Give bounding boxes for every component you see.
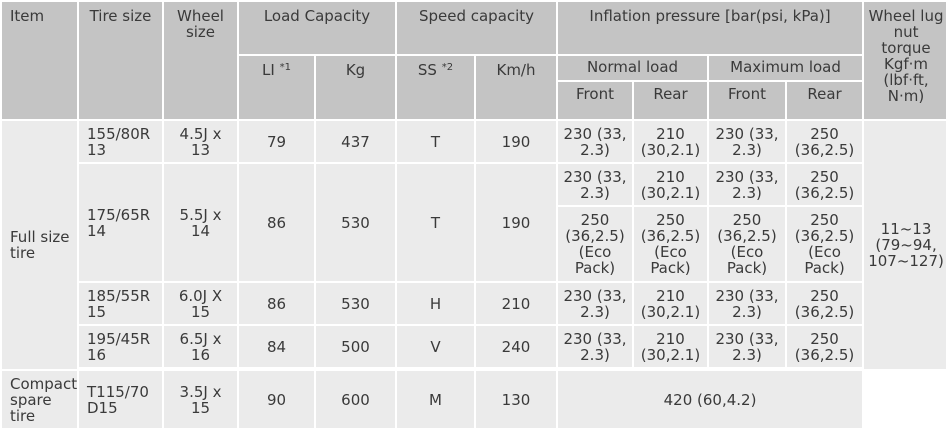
tire-size-cell: 175/65R 14 xyxy=(79,164,162,281)
table-row: 185/55R 15 6.0J X 15 86 530 H 210 230 (3… xyxy=(2,283,946,324)
normal-rear-cell: 210 (30,2.1) xyxy=(634,164,707,205)
normal-rear-cell: 210 (30,2.1) xyxy=(634,326,707,367)
table-row: 195/45R 16 6.5J x 16 84 500 V 240 230 (3… xyxy=(2,326,946,367)
tire-size-cell: 185/55R 15 xyxy=(79,283,162,324)
li-cell: 90 xyxy=(239,371,314,428)
ss-cell: T xyxy=(397,164,474,281)
header-maximum-load: Maximum load xyxy=(709,56,863,80)
wheel-size-cell: 5.5J x 14 xyxy=(164,164,237,281)
header-li: LI *1 xyxy=(239,56,314,119)
header-normal-front: Front xyxy=(558,82,632,119)
maximum-front-cell: 230 (33, 2.3) xyxy=(709,283,785,324)
header-kg: Kg xyxy=(316,56,395,119)
header-speed-capacity: Speed capacity xyxy=(397,2,556,54)
li-cell: 79 xyxy=(239,121,314,162)
normal-front-cell: 230 (33, 2.3) xyxy=(558,121,632,162)
kg-cell: 530 xyxy=(316,164,395,281)
header-ss-note: *2 xyxy=(441,62,454,73)
header-load-capacity: Load Capacity xyxy=(239,2,395,54)
maximum-front-cell: 230 (33, 2.3) xyxy=(709,121,785,162)
wheel-size-cell: 6.5J x 16 xyxy=(164,326,237,367)
header-li-label: LI xyxy=(262,61,275,79)
maximum-front-eco-cell: 250 (36,2.5) (Eco Pack) xyxy=(709,207,785,281)
header-maximum-front: Front xyxy=(709,82,785,119)
header-kmh: Km/h xyxy=(476,56,556,119)
normal-front-eco-cell: 250 (36,2.5) (Eco Pack) xyxy=(558,207,632,281)
kmh-cell: 190 xyxy=(476,121,556,162)
ss-cell: M xyxy=(397,371,474,428)
header-item: Item xyxy=(2,2,77,119)
maximum-rear-cell: 250 (36,2.5) xyxy=(787,326,863,367)
normal-front-cell: 230 (33, 2.3) xyxy=(558,164,632,205)
li-cell: 84 xyxy=(239,326,314,367)
header-ss-label: SS xyxy=(417,61,437,79)
table-row: Compact spare tire T115/70 D15 3.5J x 15… xyxy=(2,371,946,428)
header-li-note: *1 xyxy=(279,62,291,73)
tire-size-cell: T115/70 D15 xyxy=(79,371,162,428)
kmh-cell: 240 xyxy=(476,326,556,367)
kg-cell: 437 xyxy=(316,121,395,162)
ss-cell: T xyxy=(397,121,474,162)
kmh-cell: 130 xyxy=(476,371,556,428)
header-wheel-size: Wheel size xyxy=(164,2,237,119)
tire-size-cell: 195/45R 16 xyxy=(79,326,162,367)
table-row: 250 (36,2.5) (Eco Pack) 250 (36,2.5) (Ec… xyxy=(2,207,946,281)
lug-torque-cell: 11~13 (79~94, 107~127) xyxy=(864,121,946,369)
normal-front-cell: 230 (33, 2.3) xyxy=(558,326,632,367)
header-normal-rear: Rear xyxy=(634,82,707,119)
compact-pressure-cell: 420 (60,4.2) xyxy=(558,371,863,428)
normal-front-cell: 230 (33, 2.3) xyxy=(558,283,632,324)
maximum-front-cell: 230 (33, 2.3) xyxy=(709,164,785,205)
ss-cell: H xyxy=(397,283,474,324)
li-cell: 86 xyxy=(239,164,314,281)
table-row: 175/65R 14 5.5J x 14 86 530 T 190 230 (3… xyxy=(2,164,946,281)
maximum-rear-cell: 250 (36,2.5) xyxy=(787,164,863,205)
kg-cell: 600 xyxy=(316,371,395,428)
normal-rear-cell: 210 (30,2.1) xyxy=(634,121,707,162)
compact-spare-tire-label: Compact spare tire xyxy=(2,371,77,428)
header-wheel-lug-torque: Wheel lug nut torque Kgf·m (lbf·ft, N·m) xyxy=(864,2,946,119)
maximum-rear-eco-cell: 250 (36,2.5) (Eco Pack) xyxy=(787,207,863,281)
wheel-size-cell: 3.5J x 15 xyxy=(164,371,237,428)
table-body: Full size tire 155/80R 13 4.5J x 13 79 4… xyxy=(2,121,946,428)
header-ss: SS *2 xyxy=(397,56,474,119)
tire-size-cell: 155/80R 13 xyxy=(79,121,162,162)
header-inflation-pressure: Inflation pressure [bar(psi, kPa)] xyxy=(558,2,863,54)
kg-cell: 500 xyxy=(316,326,395,367)
wheel-size-cell: 4.5J x 13 xyxy=(164,121,237,162)
maximum-rear-cell: 250 (36,2.5) xyxy=(787,121,863,162)
maximum-front-cell: 230 (33, 2.3) xyxy=(709,326,785,367)
header-maximum-rear: Rear xyxy=(787,82,863,119)
kmh-cell: 210 xyxy=(476,283,556,324)
table-header: Item Tire size Wheel size Load Capacity … xyxy=(2,2,946,119)
maximum-rear-cell: 250 (36,2.5) xyxy=(787,283,863,324)
full-size-tire-label: Full size tire xyxy=(2,121,77,369)
kmh-cell: 190 xyxy=(476,164,556,281)
normal-rear-eco-cell: 250 (36,2.5) (Eco Pack) xyxy=(634,207,707,281)
header-tire-size: Tire size xyxy=(79,2,162,119)
kg-cell: 530 xyxy=(316,283,395,324)
ss-cell: V xyxy=(397,326,474,367)
li-cell: 86 xyxy=(239,283,314,324)
wheel-size-cell: 6.0J X 15 xyxy=(164,283,237,324)
table-row: Full size tire 155/80R 13 4.5J x 13 79 4… xyxy=(2,121,946,369)
normal-rear-cell: 210 (30,2.1) xyxy=(634,283,707,324)
header-normal-load: Normal load xyxy=(558,56,707,80)
